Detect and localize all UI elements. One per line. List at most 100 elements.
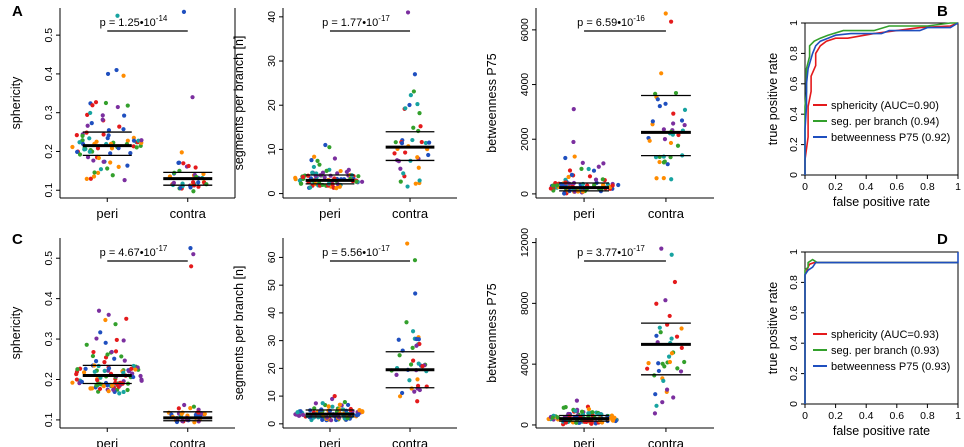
data-point (121, 127, 126, 132)
data-point (122, 358, 127, 363)
data-point-outlier (105, 71, 111, 77)
data-point (660, 400, 665, 405)
data-point-outlier (405, 241, 410, 246)
y-tick-label: 0 (519, 191, 531, 197)
data-point (95, 146, 101, 151)
data-point (596, 164, 601, 169)
x-axis-title: false positive rate (833, 424, 930, 438)
data-point (393, 140, 398, 145)
data-point (345, 402, 351, 408)
data-point (332, 156, 338, 161)
data-point (408, 93, 413, 98)
roc-curve-3 (804, 22, 959, 175)
data-point (122, 113, 127, 118)
x-tick-label: 0 (802, 181, 808, 193)
data-point (555, 415, 560, 420)
data-point (656, 361, 661, 366)
chart-a1: 0.1 0.2 0.3 0.4 0.5 sphericity peri contra p = 1… (9, 8, 236, 221)
data-point (586, 166, 591, 172)
data-point-outlier (332, 394, 337, 399)
data-point (587, 174, 593, 179)
data-point (664, 387, 670, 392)
y-tick-label: 50 (266, 279, 278, 291)
data-point (653, 392, 658, 397)
data-point (300, 174, 306, 180)
dots-contra (389, 241, 429, 404)
data-point (94, 336, 99, 341)
p-value-base: p = 1.77•10 (322, 17, 378, 29)
dots-contra (645, 246, 687, 416)
x-tick-label: 0.6 (889, 410, 904, 422)
data-point (423, 140, 428, 146)
x-axis-title: false positive rate (833, 195, 930, 209)
data-point (94, 139, 99, 144)
data-point (103, 340, 108, 345)
data-point (666, 354, 672, 359)
data-point (548, 186, 553, 191)
category-label-peri: peri (573, 206, 595, 221)
data-point (572, 154, 577, 159)
data-point (312, 154, 317, 159)
data-point (569, 172, 574, 177)
p-value-exponent: -14 (156, 14, 168, 23)
y-tick-label: 0 (519, 422, 531, 428)
data-point (75, 149, 80, 155)
data-point (93, 359, 99, 364)
data-point (295, 410, 300, 415)
data-point (682, 359, 687, 365)
data-point (671, 111, 676, 116)
dots-peri (546, 398, 619, 427)
data-point (610, 183, 615, 188)
data-point (313, 401, 318, 406)
data-point (109, 146, 115, 151)
data-point (97, 386, 103, 392)
data-point (562, 191, 567, 196)
legend-entry: betweenness P75 (0.92) (831, 132, 950, 144)
data-point (83, 366, 88, 371)
y-axis-title: segments per branch [n] (232, 36, 246, 171)
data-point (550, 183, 556, 188)
data-point (654, 403, 659, 408)
p-value-exponent: -17 (633, 244, 645, 253)
data-point (186, 163, 191, 169)
y-tick-label: 0.2 (788, 366, 800, 381)
data-point (554, 183, 560, 188)
y-tick-label: 0.4 (788, 107, 800, 122)
data-point (679, 326, 684, 331)
data-point (342, 400, 347, 405)
data-point (419, 139, 424, 145)
legend-entry: sphericity (AUC=0.93) (831, 329, 939, 341)
y-tick-label: 0.4 (43, 66, 55, 81)
y-axis-title: sphericity (9, 306, 23, 360)
y-tick-label: 0.5 (43, 28, 55, 43)
data-point (96, 155, 101, 161)
data-point (121, 370, 126, 375)
data-point (109, 349, 114, 355)
data-point (89, 121, 94, 126)
data-point (589, 421, 594, 426)
data-point (84, 342, 89, 347)
data-point-outlier (323, 142, 328, 148)
chart-b: 0 0.2 0.4 0.6 0.8 1 0 0.2 0.4 0.6 0.8 1 false positi… (766, 20, 961, 209)
legend-entry: sphericity (AUC=0.90) (831, 100, 939, 112)
data-point-outlier (659, 246, 664, 251)
data-point-outlier (181, 9, 187, 14)
x-tick-label: 0.4 (859, 410, 874, 422)
data-point-outlier (571, 139, 576, 145)
data-point (567, 181, 572, 186)
roc-curve-2 (804, 22, 958, 175)
data-point (311, 164, 316, 170)
category-label-contra: contra (648, 436, 685, 447)
data-point (329, 418, 334, 423)
data-point (176, 406, 181, 411)
data-point (678, 369, 684, 374)
x-tick-label: 0.6 (889, 181, 904, 193)
data-point (669, 336, 674, 341)
data-point (392, 151, 397, 156)
data-point (128, 151, 133, 156)
data-point (330, 404, 335, 409)
y-tick-label: 0 (788, 401, 800, 407)
data-point (75, 367, 80, 372)
data-point (593, 177, 599, 182)
data-point-outlier (412, 72, 418, 77)
